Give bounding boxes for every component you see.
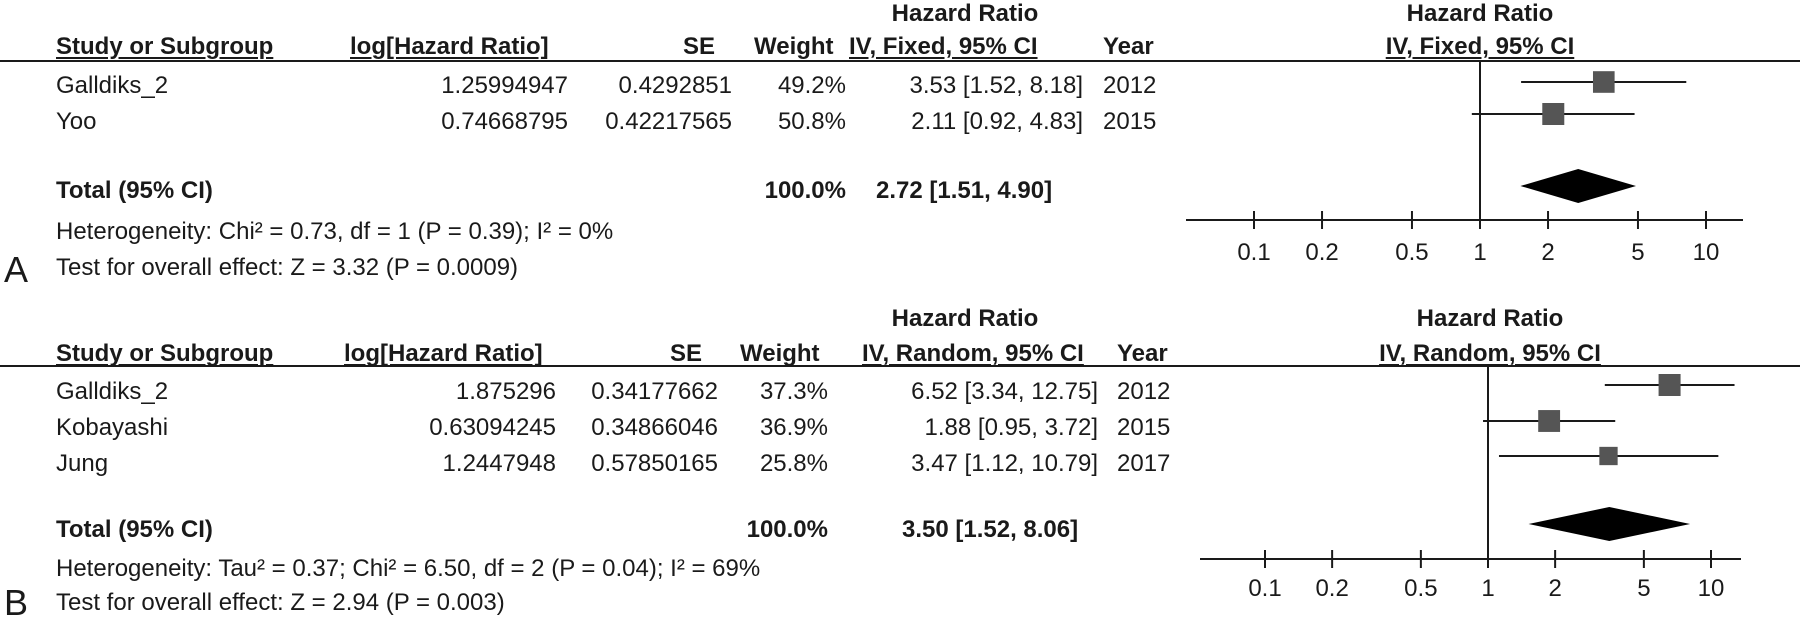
x-tick-label: 2 <box>1548 575 1561 602</box>
study-se: 0.42217565 <box>605 108 732 135</box>
study-se: 0.57850165 <box>591 450 718 477</box>
pooled-diamond <box>1520 169 1636 203</box>
total-label: Total (95% CI) <box>56 177 213 204</box>
study-weight: 49.2% <box>777 72 846 99</box>
total-weight: 100.0% <box>746 516 828 543</box>
col-study-header-a: Study or Subgroup <box>56 33 274 60</box>
study-name: Kobayashi <box>56 414 169 441</box>
study-name: Galldiks_2 <box>56 378 169 405</box>
x-tick-label: 0.1 <box>1248 575 1281 602</box>
hr-header-a: Hazard Ratio <box>891 0 1039 27</box>
study-name: Galldiks_2 <box>56 72 169 99</box>
pooled-diamond <box>1528 507 1691 541</box>
x-tick-label: 0.5 <box>1395 239 1428 266</box>
heterogeneity-text: Heterogeneity: Chi² = 0.73, df = 1 (P = … <box>56 218 614 245</box>
study-year: 2015 <box>1117 414 1171 441</box>
x-tick-label: 0.2 <box>1305 239 1338 266</box>
heterogeneity-text: Heterogeneity: Tau² = 0.37; Chi² = 6.50,… <box>56 555 761 582</box>
x-tick-label: 1 <box>1481 575 1494 602</box>
study-year: 2017 <box>1117 450 1171 477</box>
study-name: Yoo <box>56 108 97 135</box>
study-loghr: 0.74668795 <box>441 108 568 135</box>
study-name: Jung <box>56 450 109 477</box>
study-loghr: 1.25994947 <box>441 72 568 99</box>
study-square <box>1592 71 1615 93</box>
study-square <box>1599 446 1618 466</box>
study-ci: 3.47 [1.12, 10.79] <box>911 450 1098 477</box>
study-ci: 3.53 [1.52, 8.18] <box>909 72 1083 99</box>
total-weight: 100.0% <box>764 177 846 204</box>
col-method-header-a: IV, Fixed, 95% CI <box>849 33 1038 60</box>
hr-header-b: Hazard Ratio <box>891 305 1039 332</box>
study-year: 2012 <box>1103 72 1157 99</box>
header-rule-b <box>0 365 1800 367</box>
study-se: 0.4292851 <box>618 72 732 99</box>
x-tick-label: 10 <box>1693 239 1720 266</box>
study-year: 2015 <box>1103 108 1157 135</box>
col-study-header-b: Study or Subgroup <box>56 340 274 367</box>
x-tick-label: 5 <box>1637 575 1650 602</box>
x-tick-label: 10 <box>1698 575 1725 602</box>
x-tick-label: 2 <box>1541 239 1554 266</box>
study-ci: 1.88 [0.95, 3.72] <box>924 414 1098 441</box>
overall-effect-text: Test for overall effect: Z = 2.94 (P = 0… <box>56 589 505 616</box>
col-se-header-a: SE <box>683 33 716 60</box>
col-year-header-b: Year <box>1117 340 1168 367</box>
col-se-header-b: SE <box>670 340 703 367</box>
overall-effect-text: Test for overall effect: Z = 3.32 (P = 0… <box>56 254 519 281</box>
col-method-header-b: IV, Random, 95% CI <box>862 340 1084 367</box>
panel-letter-a: A <box>4 249 29 290</box>
study-se: 0.34866046 <box>591 414 718 441</box>
x-tick-label: 0.1 <box>1237 239 1270 266</box>
study-square <box>1538 410 1561 432</box>
col-year-header-a: Year <box>1103 33 1154 60</box>
total-ci: 3.50 [1.52, 8.06] <box>902 516 1079 543</box>
study-loghr: 1.2447948 <box>442 450 556 477</box>
x-tick-label: 0.2 <box>1315 575 1348 602</box>
panel-letter-b: B <box>4 582 29 623</box>
study-weight: 25.8% <box>759 450 828 477</box>
study-se: 0.34177662 <box>591 378 718 405</box>
col-weight-header-a: Weight <box>754 33 834 60</box>
total-label: Total (95% CI) <box>56 516 213 543</box>
study-weight: 36.9% <box>759 414 828 441</box>
x-tick-label: 5 <box>1631 239 1644 266</box>
study-loghr: 1.875296 <box>455 378 556 405</box>
study-weight: 50.8% <box>777 108 846 135</box>
study-loghr: 0.63094245 <box>429 414 556 441</box>
study-weight: 37.3% <box>759 378 828 405</box>
total-ci: 2.72 [1.51, 4.90] <box>876 177 1053 204</box>
x-tick-label: 0.5 <box>1404 575 1437 602</box>
study-year: 2012 <box>1117 378 1171 405</box>
col-loghr-header-b: log[Hazard Ratio] <box>344 340 543 367</box>
study-square <box>1658 374 1681 396</box>
col-loghr-header-a: log[Hazard Ratio] <box>350 33 549 60</box>
study-ci: 2.11 [0.92, 4.83] <box>911 108 1083 135</box>
plot-subtitle-b: IV, Random, 95% CI <box>1379 340 1601 367</box>
study-square <box>1542 103 1565 125</box>
plot-subtitle-a: IV, Fixed, 95% CI <box>1385 33 1575 60</box>
study-ci: 6.52 [3.34, 12.75] <box>911 378 1098 405</box>
plot-title-b: Hazard Ratio <box>1416 305 1564 332</box>
header-rule-a <box>0 60 1800 62</box>
x-tick-label: 1 <box>1473 239 1486 266</box>
col-weight-header-b: Weight <box>740 340 820 367</box>
plot-title-a: Hazard Ratio <box>1406 0 1554 27</box>
